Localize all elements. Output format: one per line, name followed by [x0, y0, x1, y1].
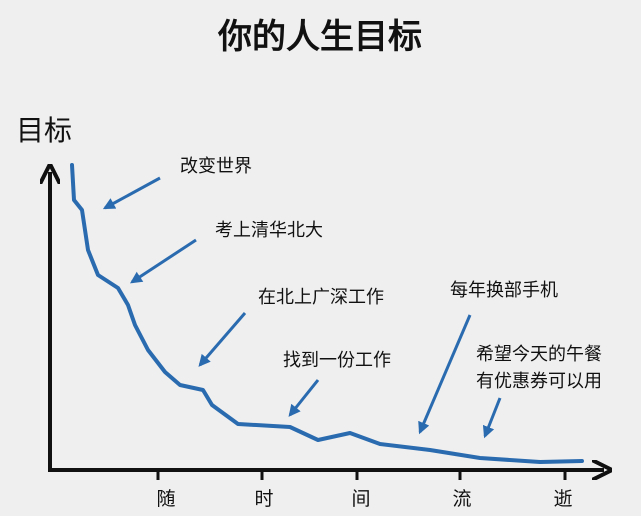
- annotation: 考上清华北大: [215, 220, 323, 241]
- annotation: 改变世界: [180, 156, 252, 177]
- arrow: [198, 312, 247, 367]
- arrow: [129, 238, 197, 284]
- x-tick-label: 流: [452, 488, 471, 510]
- x-tick-label: 间: [351, 488, 370, 510]
- x-tick-label: 随: [156, 488, 175, 510]
- annotation: 每年换部手机: [450, 280, 558, 301]
- annotation: 找到一份工作: [283, 350, 391, 371]
- arrow: [482, 397, 502, 439]
- annotation: 有优惠券可以用: [476, 371, 602, 392]
- y-axis-label: 目标: [16, 114, 72, 147]
- x-ticks: [156, 470, 567, 480]
- x-tick-label: 时: [254, 488, 273, 510]
- arrows: [102, 176, 502, 439]
- annotation: 在北上广深工作: [258, 287, 384, 308]
- goal-curve: [70, 163, 584, 464]
- arrow: [418, 314, 472, 435]
- chart-title: 你的人生目标: [217, 17, 422, 57]
- x-tick-label: 逝: [553, 488, 572, 510]
- arrow: [288, 379, 320, 417]
- arrow: [102, 176, 161, 210]
- annotation: 希望今天的午餐: [476, 344, 602, 365]
